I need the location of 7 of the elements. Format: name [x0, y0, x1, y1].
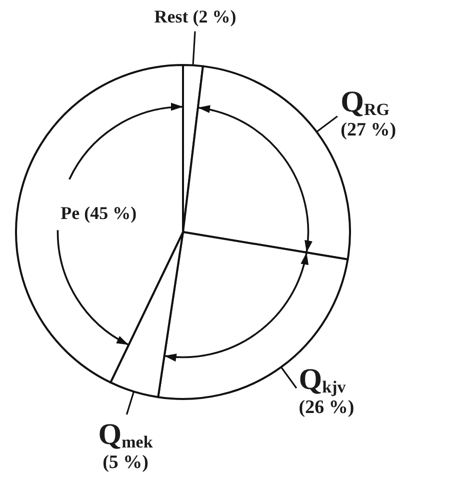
- slice-label: Pe: [60, 202, 80, 223]
- data-label: (26 %): [298, 396, 354, 418]
- slice-label: Rest: [154, 6, 188, 26]
- data-label: (45 %): [84, 202, 137, 223]
- data-label: (2 %): [192, 6, 236, 26]
- data-label: (27 %): [340, 119, 396, 140]
- data-label: (5 %): [102, 452, 148, 473]
